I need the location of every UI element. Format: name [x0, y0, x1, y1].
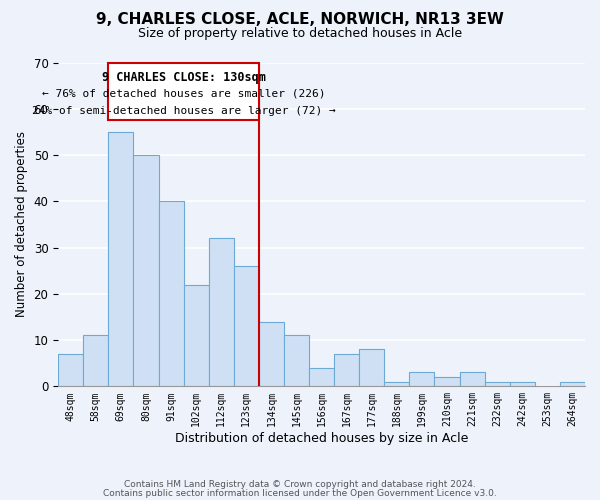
Text: Size of property relative to detached houses in Acle: Size of property relative to detached ho… — [138, 28, 462, 40]
Bar — [284, 336, 309, 386]
Bar — [409, 372, 434, 386]
Text: Contains public sector information licensed under the Open Government Licence v3: Contains public sector information licen… — [103, 489, 497, 498]
X-axis label: Distribution of detached houses by size in Acle: Distribution of detached houses by size … — [175, 432, 468, 445]
Text: Contains HM Land Registry data © Crown copyright and database right 2024.: Contains HM Land Registry data © Crown c… — [124, 480, 476, 489]
Text: 24% of semi-detached houses are larger (72) →: 24% of semi-detached houses are larger (… — [32, 106, 335, 116]
Bar — [460, 372, 485, 386]
Bar — [434, 377, 460, 386]
Text: 9 CHARLES CLOSE: 130sqm: 9 CHARLES CLOSE: 130sqm — [101, 71, 266, 84]
Bar — [359, 350, 384, 387]
Bar — [510, 382, 535, 386]
Bar — [234, 266, 259, 386]
Bar — [58, 354, 83, 386]
FancyBboxPatch shape — [109, 62, 259, 120]
Text: ← 76% of detached houses are smaller (226): ← 76% of detached houses are smaller (22… — [42, 89, 325, 99]
Bar — [158, 202, 184, 386]
Bar — [384, 382, 409, 386]
Bar — [309, 368, 334, 386]
Bar — [133, 155, 158, 386]
Bar — [560, 382, 585, 386]
Bar — [334, 354, 359, 386]
Y-axis label: Number of detached properties: Number of detached properties — [15, 132, 28, 318]
Text: 9, CHARLES CLOSE, ACLE, NORWICH, NR13 3EW: 9, CHARLES CLOSE, ACLE, NORWICH, NR13 3E… — [96, 12, 504, 28]
Bar — [485, 382, 510, 386]
Bar — [259, 322, 284, 386]
Bar — [83, 336, 109, 386]
Bar — [109, 132, 133, 386]
Bar — [184, 284, 209, 386]
Bar — [209, 238, 234, 386]
